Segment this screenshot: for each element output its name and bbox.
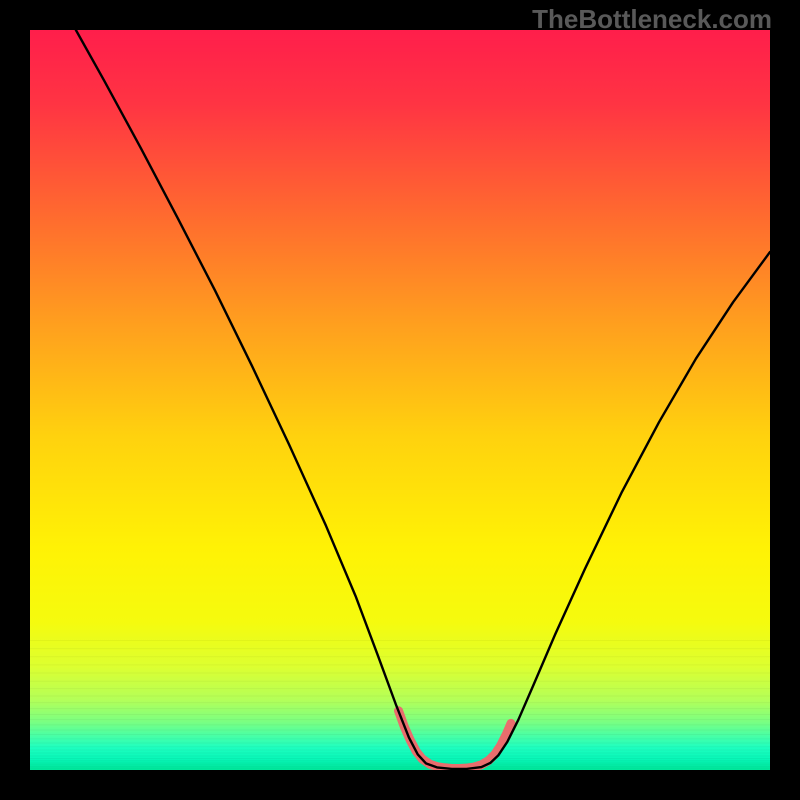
chart-svg [30,30,770,770]
frame-border-left [0,0,30,800]
plot-area [30,30,770,770]
frame-border-right [770,0,800,800]
chart-background [30,30,770,770]
watermark-text: TheBottleneck.com [532,4,772,35]
frame-border-bottom [0,770,800,800]
